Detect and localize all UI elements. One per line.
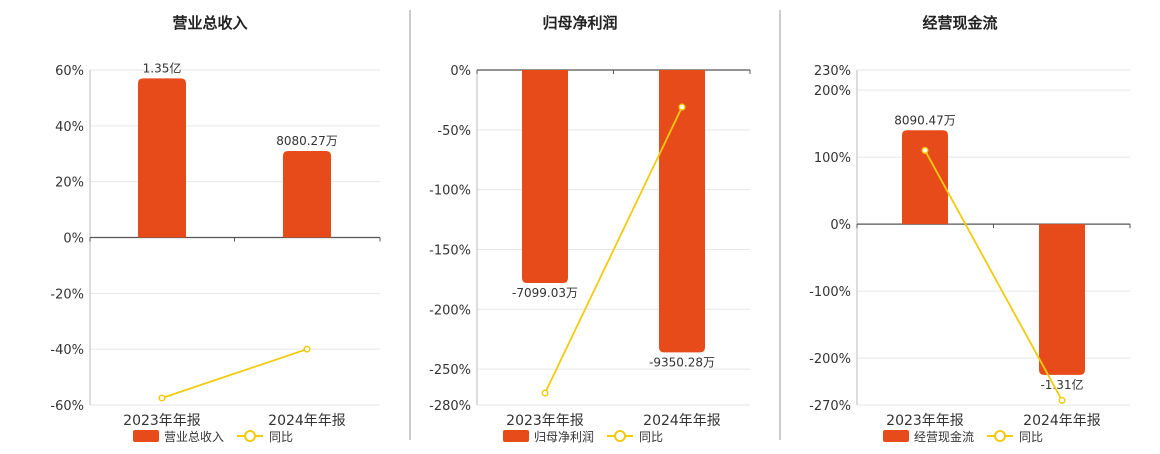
yoy-line xyxy=(924,149,1063,401)
legend-bar-label: 经营现金流 xyxy=(914,429,974,444)
y-tick-label: 40% xyxy=(55,120,84,135)
y-tick-label: -270% xyxy=(809,399,851,414)
y-tick-label: -50% xyxy=(437,124,471,139)
yoy-point[interactable] xyxy=(158,394,166,402)
y-tick-label: -20% xyxy=(50,287,84,302)
y-tick-label: 0% xyxy=(830,218,851,233)
y-tick-label: -200% xyxy=(809,352,851,367)
legend-bar-swatch xyxy=(883,430,909,442)
bar-value-label: -9350.28万 xyxy=(649,355,715,369)
bar[interactable] xyxy=(522,70,568,283)
x-tick-label: 2023年年报 xyxy=(123,413,201,429)
bar-value-label: -7099.03万 xyxy=(512,286,578,300)
bar[interactable] xyxy=(659,70,705,353)
y-tick-label: -100% xyxy=(429,184,471,199)
chart-title: 经营现金流 xyxy=(922,14,997,32)
y-tick-label: 0% xyxy=(63,232,84,247)
yoy-point[interactable] xyxy=(921,146,929,154)
y-tick-label: 20% xyxy=(55,176,84,191)
x-tick-label: 2023年年报 xyxy=(886,413,964,429)
y-tick-label: 100% xyxy=(814,151,851,166)
yoy-line xyxy=(544,106,683,394)
y-tick-label: 230% xyxy=(814,64,851,79)
yoy-point[interactable] xyxy=(303,345,311,353)
yoy-point[interactable] xyxy=(541,389,549,397)
bar-value-label: 1.35亿 xyxy=(143,60,182,75)
bar[interactable] xyxy=(283,150,331,238)
y-tick-label: -100% xyxy=(809,285,851,300)
legend-line-marker xyxy=(244,430,256,442)
legend-bar-label: 归母净利润 xyxy=(534,430,594,444)
legend-line-marker xyxy=(614,430,626,442)
y-tick-label: -250% xyxy=(429,363,471,378)
yoy-line xyxy=(161,348,308,399)
yoy-point[interactable] xyxy=(678,103,686,111)
yoy-point[interactable] xyxy=(1058,396,1066,404)
x-tick-label: 2024年年报 xyxy=(1023,413,1101,429)
x-tick-label: 2024年年报 xyxy=(643,413,721,429)
y-tick-label: -60% xyxy=(50,399,84,414)
chart-title: 营业总收入 xyxy=(172,14,247,32)
y-tick-label: 200% xyxy=(814,84,851,99)
y-tick-label: -40% xyxy=(50,343,84,358)
legend-bar-swatch xyxy=(133,430,159,442)
y-tick-label: -200% xyxy=(429,303,471,318)
x-tick-label: 2023年年报 xyxy=(506,413,584,429)
legend-line-label: 同比 xyxy=(1019,430,1043,444)
bar-value-label: -1.31亿 xyxy=(1040,377,1083,392)
bar[interactable] xyxy=(138,78,186,238)
chart-title: 归母净利润 xyxy=(542,14,617,32)
legend-bar-swatch xyxy=(503,430,529,442)
x-tick-label: 2024年年报 xyxy=(268,413,346,429)
bar[interactable] xyxy=(1039,224,1085,375)
legend-line-label: 同比 xyxy=(269,430,293,444)
bar[interactable] xyxy=(902,130,948,225)
y-tick-label: 0% xyxy=(450,64,471,79)
legend-bar-label: 营业总收入 xyxy=(164,430,224,444)
bar-value-label: 8090.47万 xyxy=(894,113,956,127)
y-tick-label: 60% xyxy=(55,64,84,79)
legend-line-marker xyxy=(994,430,1006,442)
y-tick-label: -280% xyxy=(429,399,471,414)
bar-value-label: 8080.27万 xyxy=(276,134,338,148)
y-tick-label: -150% xyxy=(429,243,471,258)
legend-line-label: 同比 xyxy=(639,430,663,444)
